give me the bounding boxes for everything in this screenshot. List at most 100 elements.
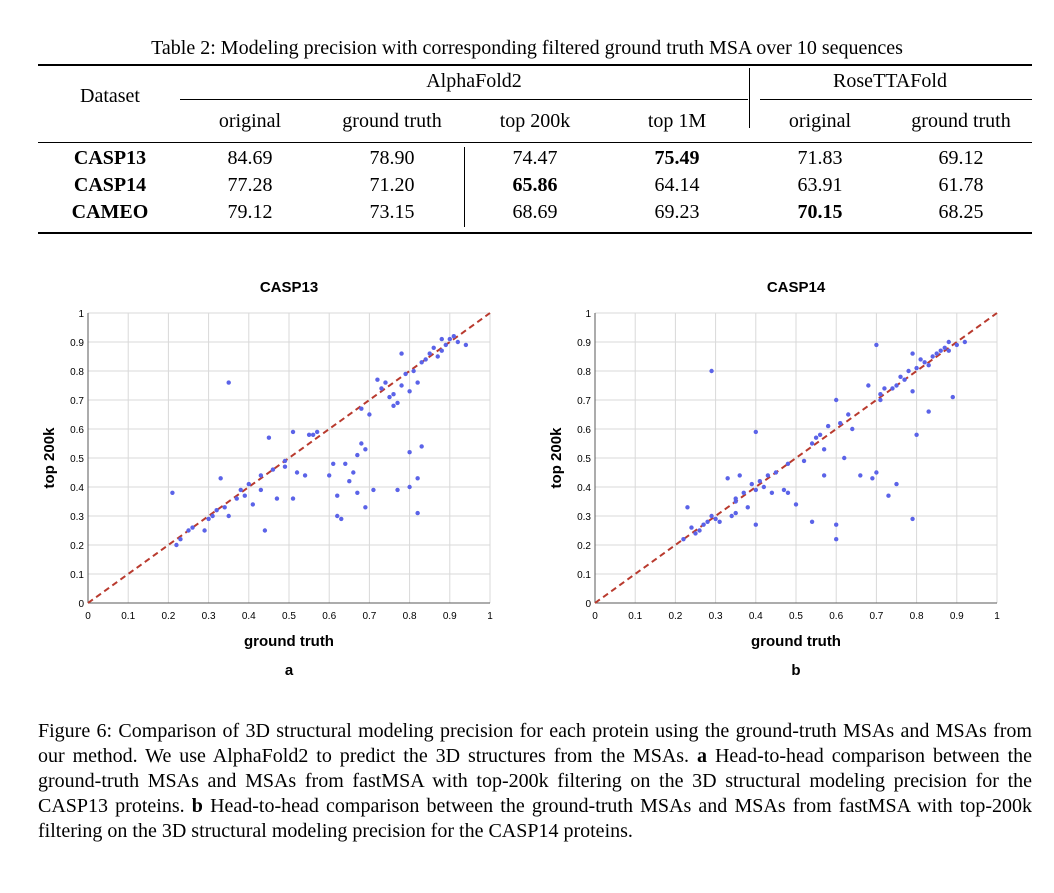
data-point: [218, 476, 223, 481]
data-point: [838, 421, 843, 426]
x-tick-label: 0: [85, 611, 91, 622]
data-point: [258, 487, 264, 493]
data-point: [435, 354, 440, 359]
col-header-original-af2: original: [218, 110, 282, 132]
x-tick-label: 0: [592, 611, 598, 622]
data-point: [898, 374, 903, 379]
data-point: [894, 481, 899, 487]
data-point: [234, 496, 239, 501]
y-tick-label: 0.9: [577, 338, 591, 349]
data-point: [834, 397, 839, 403]
results-table: Dataset AlphaFold2 RoseTTAFold original …: [38, 64, 1032, 234]
data-point: [793, 502, 799, 507]
data-point: [697, 528, 702, 533]
y-tick-label: 0.2: [70, 541, 84, 552]
y-tick-label: 0.4: [70, 483, 84, 494]
table-cell-best: 75.49: [654, 147, 700, 169]
rosettafold-group-rule: [760, 99, 1032, 100]
data-point: [290, 429, 296, 435]
data-point: [258, 473, 264, 478]
data-point: [785, 461, 791, 466]
data-point: [926, 363, 931, 368]
data-point: [801, 458, 807, 464]
data-point: [938, 348, 943, 353]
data-point: [339, 516, 344, 522]
table-cell: 68.69: [512, 201, 558, 223]
table-cell: 71.83: [797, 147, 843, 169]
table-cell-best: 65.86: [512, 174, 558, 196]
data-point: [359, 441, 364, 446]
data-point: [375, 377, 380, 382]
data-point: [202, 528, 207, 533]
data-point: [439, 348, 444, 353]
data-point: [681, 537, 686, 542]
data-point: [926, 409, 931, 414]
table-bottom-rule: [38, 232, 1032, 234]
data-point: [331, 461, 336, 466]
data-point: [817, 432, 823, 437]
data-point: [914, 365, 919, 371]
data-point: [178, 537, 183, 542]
y-tick-label: 0.7: [577, 396, 591, 407]
x-tick-label: 0.2: [668, 611, 682, 622]
data-point: [717, 519, 722, 524]
x-axis-label: ground truth: [751, 633, 841, 650]
chart-title: CASP13: [260, 279, 318, 296]
data-point: [214, 508, 219, 513]
data-point: [335, 493, 340, 498]
data-point: [399, 351, 404, 356]
data-point: [415, 510, 420, 516]
data-point: [765, 473, 771, 478]
data-point: [914, 432, 919, 437]
y-tick-label: 0.1: [70, 570, 84, 581]
data-point: [335, 513, 340, 519]
data-point: [407, 484, 412, 490]
y-tick-label: 0: [78, 599, 84, 610]
alphafold2-group-rule: [180, 99, 748, 100]
y-tick-label: 0.8: [577, 367, 591, 378]
data-point: [391, 392, 396, 397]
data-point: [962, 339, 968, 345]
data-point: [922, 360, 927, 365]
data-point: [705, 519, 710, 524]
data-point: [894, 383, 899, 388]
data-point: [238, 487, 243, 493]
x-tick-label: 0.5: [789, 611, 803, 622]
x-tick-label: 0.4: [242, 611, 256, 622]
data-point: [882, 386, 887, 391]
data-point: [733, 510, 738, 516]
data-point: [391, 403, 396, 408]
data-point: [737, 473, 742, 478]
data-point: [407, 389, 412, 394]
x-tick-label: 0.1: [628, 611, 642, 622]
figure-caption-b-text: Head-to-head comparison between the grou…: [38, 795, 1032, 842]
x-tick-label: 0.5: [282, 611, 296, 622]
data-point: [890, 386, 895, 391]
data-point: [910, 389, 915, 394]
table-header-rule: [38, 142, 1032, 143]
data-point: [427, 351, 432, 356]
y-tick-label: 0.9: [70, 338, 84, 349]
data-point: [242, 493, 247, 498]
panel-label: b: [791, 662, 800, 679]
data-point: [749, 481, 754, 487]
data-point: [411, 368, 416, 374]
data-point: [415, 476, 420, 481]
data-point: [407, 450, 412, 455]
data-point: [290, 496, 296, 501]
data-point: [910, 351, 915, 356]
data-point: [733, 499, 738, 504]
data-point: [170, 490, 175, 495]
data-point: [250, 502, 256, 507]
data-point: [282, 464, 288, 469]
row-label-casp14: CASP14: [73, 174, 147, 196]
y-tick-label: 0.6: [70, 425, 84, 436]
y-tick-label: 0.3: [577, 512, 591, 523]
data-point: [355, 452, 360, 458]
x-tick-label: 0.7: [362, 611, 376, 622]
data-separator-line: [464, 147, 465, 227]
data-point: [761, 484, 767, 490]
y-tick-label: 0: [585, 599, 591, 610]
data-point: [729, 513, 734, 519]
data-point: [363, 447, 368, 452]
